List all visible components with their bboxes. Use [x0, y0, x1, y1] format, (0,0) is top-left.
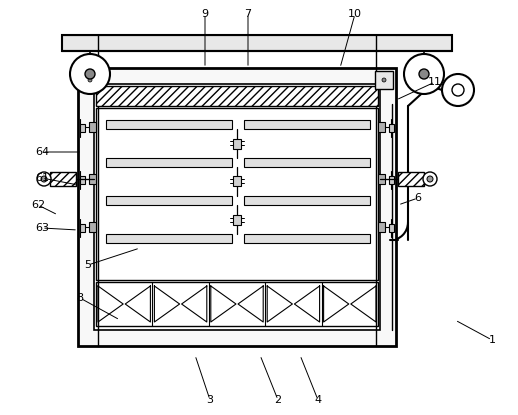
Text: 1: 1 [488, 335, 496, 345]
Text: 63: 63 [35, 223, 49, 233]
Bar [378, 174, 385, 184]
Text: 2: 2 [275, 395, 282, 405]
Bar [80, 224, 85, 232]
Bar [94, 84, 380, 330]
Bar [96, 282, 378, 326]
Bar [89, 222, 96, 232]
Circle shape [427, 176, 433, 182]
Bar [106, 196, 232, 205]
Bar [233, 215, 241, 225]
Bar [80, 176, 85, 184]
Bar [378, 122, 385, 132]
Bar [106, 234, 232, 243]
Text: 11: 11 [428, 77, 442, 87]
Text: 9: 9 [202, 9, 209, 19]
Bar [375, 71, 393, 89]
Bar [398, 172, 424, 186]
Circle shape [452, 84, 464, 96]
Bar [89, 174, 96, 184]
Circle shape [85, 69, 95, 79]
Circle shape [37, 172, 51, 186]
Text: 62: 62 [31, 200, 45, 210]
Text: 61: 61 [35, 173, 49, 183]
Circle shape [423, 172, 437, 186]
Circle shape [70, 54, 110, 94]
Bar [106, 158, 232, 167]
Bar [233, 176, 241, 186]
Circle shape [88, 78, 92, 82]
Circle shape [41, 176, 47, 182]
Bar [96, 86, 378, 106]
Bar [244, 234, 370, 243]
Bar [378, 222, 385, 232]
Circle shape [419, 69, 429, 79]
Circle shape [404, 54, 444, 94]
Bar [244, 120, 370, 129]
Text: 4: 4 [314, 395, 322, 405]
Bar [389, 124, 394, 132]
Bar [389, 224, 394, 232]
Bar [78, 68, 396, 346]
Bar [50, 172, 76, 186]
Bar [80, 124, 85, 132]
Bar [89, 122, 96, 132]
Circle shape [442, 74, 474, 106]
Text: 64: 64 [35, 147, 49, 157]
Bar [62, 35, 452, 51]
Bar [244, 158, 370, 167]
Bar [81, 71, 99, 89]
Bar [389, 176, 394, 184]
Text: 3: 3 [207, 395, 213, 405]
Bar [233, 139, 241, 149]
Text: 6: 6 [414, 193, 422, 203]
Circle shape [382, 78, 386, 82]
Text: 10: 10 [348, 9, 362, 19]
Bar [96, 108, 378, 280]
Text: 5: 5 [84, 260, 92, 270]
Text: 7: 7 [244, 9, 252, 19]
Bar [106, 120, 232, 129]
Bar [244, 196, 370, 205]
Text: 8: 8 [77, 293, 83, 303]
